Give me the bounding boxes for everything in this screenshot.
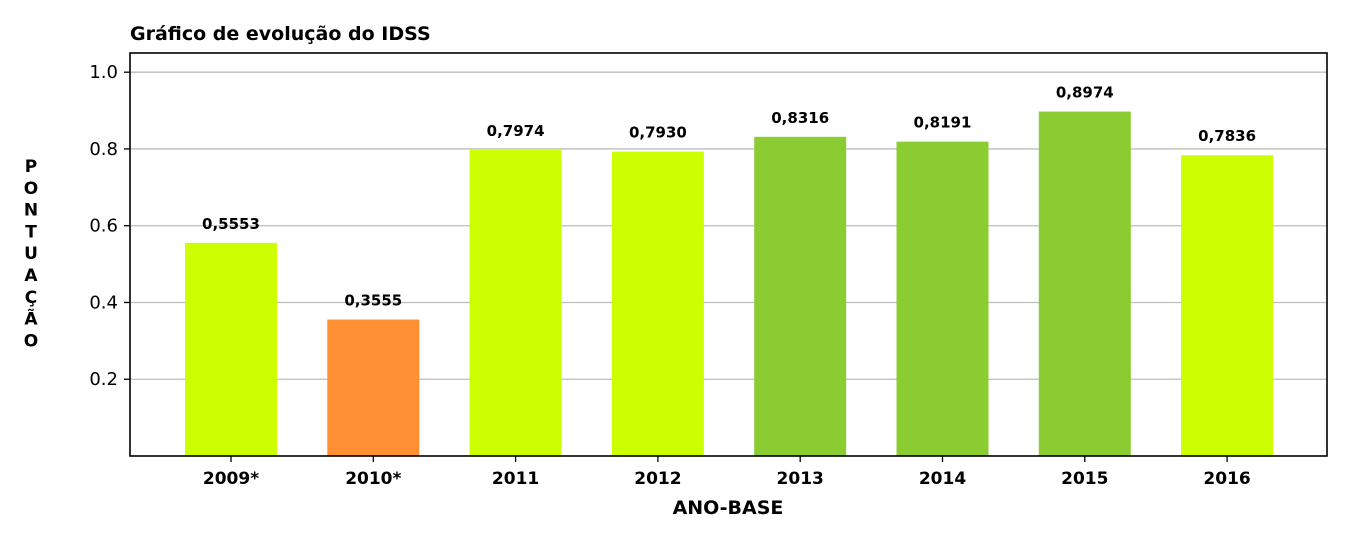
data-label: 0,8974 [1056,84,1114,102]
bar [896,141,989,456]
x-axis-ticks: 2009* 2010* 2011 2012 2013 2014 2015 2016 [203,456,1251,489]
x-axis-label: ANO-BASE [673,497,784,519]
y-tick-label: 0.4 [89,292,118,313]
data-label: 0,7974 [487,122,545,140]
bar [754,136,847,456]
x-tick-label: 2016 [1203,469,1250,489]
x-tick-label: 2015 [1061,469,1108,489]
bar [611,151,704,457]
y-axis-label-letter: P [25,157,37,177]
x-tick-label: 2009* [203,469,259,489]
chart-title: Gráfico de evolução do IDSS [130,23,431,45]
y-axis-label-letter: Ã [24,307,38,330]
y-axis-label-letter: T [25,222,37,242]
y-axis-ticks: 0.2 0.4 0.6 0.8 1.0 [89,62,130,390]
y-tick-label: 0.2 [89,369,118,390]
x-tick-label: 2014 [919,469,966,489]
y-axis-label-letter: O [24,331,38,351]
x-tick-label: 2012 [634,469,681,489]
data-label: 0,7836 [1198,127,1256,145]
y-tick-label: 0.8 [89,139,118,160]
x-tick-label: 2011 [492,469,539,489]
y-tick-label: 1.0 [89,62,118,83]
y-axis-label-letter: Ç [25,288,37,308]
data-label: 0,3555 [344,292,402,310]
grid-lines [130,71,1327,380]
y-axis-label-letter: O [24,179,38,199]
y-axis-label-letter: U [24,244,38,264]
bar [1038,111,1131,456]
bar [1181,155,1274,456]
x-tick-label: 2013 [777,469,824,489]
data-label: 0,7930 [629,124,687,142]
bars [185,111,1274,457]
bar [469,149,562,456]
bar [185,242,277,456]
y-axis-label-letter: A [24,266,38,286]
bar [327,319,420,456]
data-labels: 0,5553 0,3555 0,7974 0,7930 0,8316 0,8191 0,89… [202,84,1256,310]
y-tick-label: 0.6 [89,216,118,237]
x-tick-label: 2010* [345,469,401,489]
data-label: 0,8191 [914,114,972,132]
data-label: 0,8316 [771,109,829,127]
y-axis-label-letter: N [24,201,38,221]
data-label: 0,5553 [202,215,260,233]
plot-frame [129,52,1328,457]
